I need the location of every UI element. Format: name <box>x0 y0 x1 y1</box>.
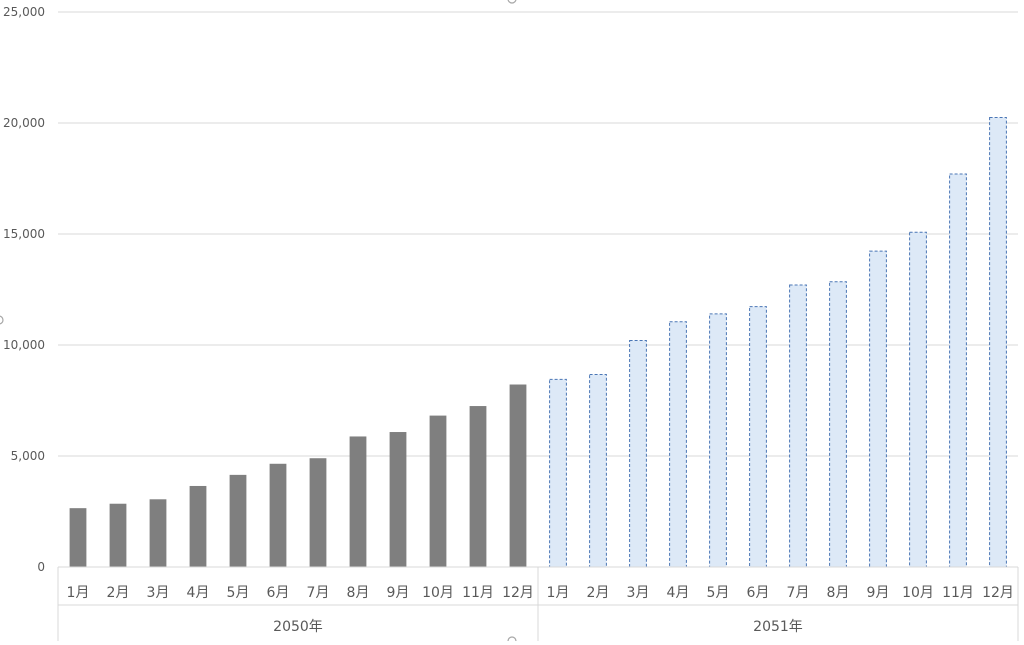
y-tick-label: 0 <box>37 560 45 574</box>
y-tick-label: 5,000 <box>11 449 45 463</box>
x-tick-label: 3月 <box>627 585 650 601</box>
x-axis-group-labels: 2050年 2051年 <box>273 619 803 635</box>
x-tick-label: 7月 <box>307 585 330 601</box>
x-tick-label: 8月 <box>827 585 850 601</box>
x-tick-label: 2月 <box>587 585 610 601</box>
x-tick-label: 11月 <box>462 585 494 601</box>
resize-handle[interactable] <box>0 315 4 325</box>
bar <box>989 116 1007 568</box>
bar <box>789 284 807 568</box>
bar <box>349 436 367 567</box>
x-tick-label: 2月 <box>107 585 130 601</box>
bar <box>869 250 887 568</box>
bar <box>149 499 167 567</box>
resize-handle[interactable] <box>507 0 517 4</box>
x-tick-label: 1月 <box>67 585 90 601</box>
x-tick-label: 10月 <box>902 585 934 601</box>
x-tick-label: 12月 <box>502 585 534 601</box>
x-tick-label: 8月 <box>347 585 370 601</box>
x-tick-label: 6月 <box>747 585 770 601</box>
bar <box>749 306 767 568</box>
gridlines <box>58 11 1018 457</box>
y-tick-label: 10,000 <box>3 338 45 352</box>
bar <box>549 378 567 568</box>
bar <box>589 374 607 568</box>
x-tick-label: 12月 <box>982 585 1014 601</box>
y-tick-label: 15,000 <box>3 227 45 241</box>
group-label: 2050年 <box>273 619 323 635</box>
x-tick-label: 7月 <box>787 585 810 601</box>
bar <box>309 458 327 567</box>
bar <box>69 508 87 567</box>
x-tick-label: 10月 <box>422 585 454 601</box>
bar <box>109 503 127 567</box>
bar <box>389 432 407 567</box>
x-tick-label: 5月 <box>227 585 250 601</box>
bar <box>469 406 487 567</box>
bar <box>829 281 847 568</box>
bar <box>189 485 207 567</box>
x-tick-label: 4月 <box>667 585 690 601</box>
x-tick-label: 5月 <box>707 585 730 601</box>
bar <box>949 173 967 568</box>
bar <box>709 313 727 568</box>
bar <box>429 415 447 567</box>
x-axis-tick-labels: 1月 2月 3月 4月 5月 6月 7月 8月 9月 10月 11月 12月 1月 2月 3月 4月 5月 6月 7… <box>67 585 1014 601</box>
x-tick-label: 3月 <box>147 585 170 601</box>
bar <box>229 474 247 567</box>
group-label: 2051年 <box>753 619 803 635</box>
y-axis-tick-labels: 0 5,000 10,000 15,000 20,000 25,000 <box>3 5 45 574</box>
y-tick-label: 20,000 <box>3 116 45 130</box>
bar <box>629 340 647 568</box>
bars <box>69 116 1007 568</box>
x-tick-label: 4月 <box>187 585 210 601</box>
x-tick-label: 9月 <box>867 585 890 601</box>
x-tick-label: 1月 <box>547 585 570 601</box>
bar <box>909 231 927 568</box>
x-tick-label: 9月 <box>387 585 410 601</box>
resize-handle[interactable] <box>507 636 517 645</box>
x-axis <box>57 566 1019 641</box>
y-tick-label: 25,000 <box>3 5 45 19</box>
bar <box>509 384 527 567</box>
bar <box>669 321 687 568</box>
bar <box>269 463 287 567</box>
x-tick-label: 6月 <box>267 585 290 601</box>
x-tick-label: 11月 <box>942 585 974 601</box>
